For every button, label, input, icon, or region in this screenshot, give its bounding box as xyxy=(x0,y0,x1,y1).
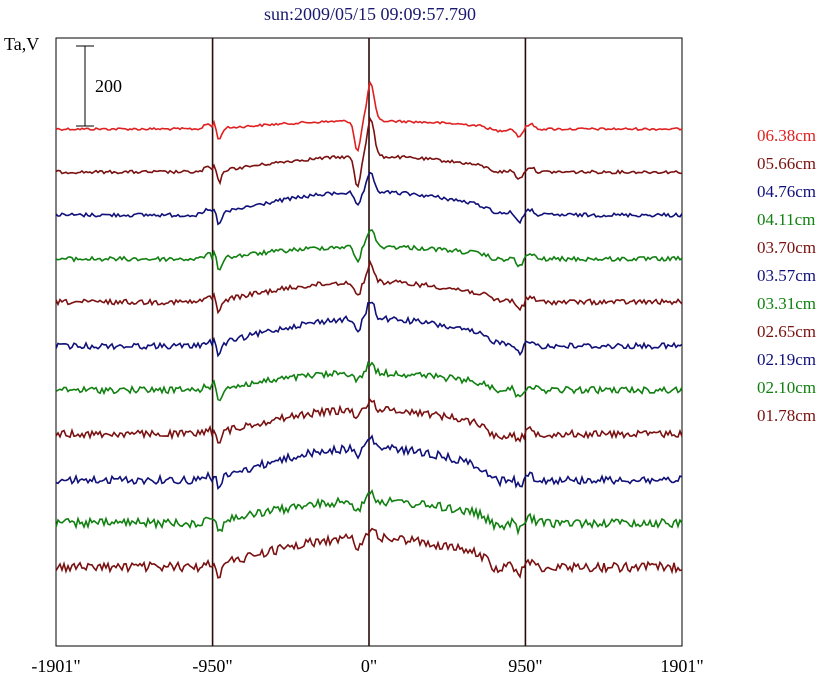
traces xyxy=(55,80,683,579)
legend-entry: 03.70cm xyxy=(757,238,816,257)
legend: 06.38cm 05.66cm 04.76cm 04.11cm 03.70cm 03.57… xyxy=(757,126,816,425)
scale-bar: 200 xyxy=(76,45,122,127)
trace-05-66cm xyxy=(55,116,682,189)
x-tick-labels: -1901" -950" 0" 950" 1901" xyxy=(31,656,703,676)
trace-03-70cm xyxy=(55,259,683,315)
legend-entry: 05.66cm xyxy=(757,154,816,173)
legend-entry: 03.57cm xyxy=(757,266,816,285)
x-tick-label: -950" xyxy=(192,656,232,676)
legend-entry: 04.11cm xyxy=(757,210,815,229)
legend-entry: 04.76cm xyxy=(757,182,816,201)
legend-entry: 01.78cm xyxy=(757,406,816,425)
trace-06-38cm xyxy=(55,80,683,153)
chart-title: sun:2009/05/15 09:09:57.790 xyxy=(264,4,476,24)
trace-04-11cm xyxy=(55,229,683,271)
legend-entry: 02.65cm xyxy=(757,322,816,341)
legend-entry: 02.10cm xyxy=(757,378,816,397)
trace-04-76cm xyxy=(55,171,683,226)
x-tick-label: 950" xyxy=(508,656,542,676)
trace-03-31cm xyxy=(55,360,683,402)
trace-01-78cm xyxy=(55,527,683,579)
x-tick-label: -1901" xyxy=(31,656,80,676)
x-tick-label: 1901" xyxy=(660,656,703,676)
legend-entry: 02.19cm xyxy=(757,350,816,369)
y-axis-label: Ta,V xyxy=(4,34,39,54)
legend-entry: 06.38cm xyxy=(757,126,816,145)
legend-entry: 03.31cm xyxy=(757,294,816,313)
scale-bar-label: 200 xyxy=(95,76,122,96)
x-tick-label: 0" xyxy=(361,656,377,676)
trace-02-10cm xyxy=(55,488,683,536)
trace-03-57cm xyxy=(55,301,683,358)
trace-02-19cm xyxy=(55,434,683,491)
trace-02-65cm xyxy=(55,398,683,444)
